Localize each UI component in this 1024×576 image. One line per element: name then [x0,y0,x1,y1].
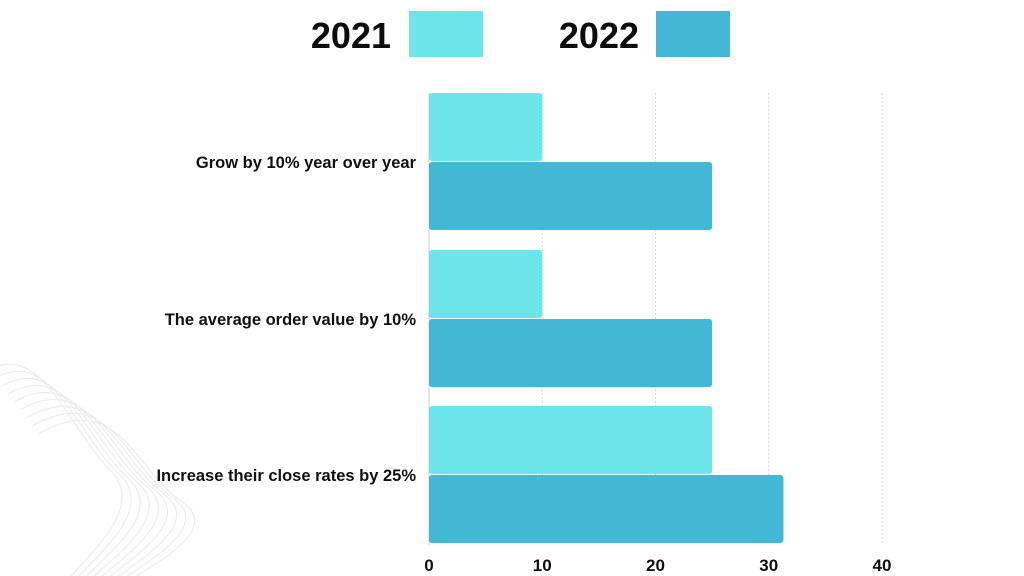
decorative-wave-line [25,406,177,576]
decorative-wave-lines [0,363,196,576]
bar-2022-1 [429,319,713,387]
x-tick-label: 10 [533,556,552,575]
bar-2021-2 [429,406,713,474]
decorative-wave-line [37,419,196,576]
category-labels: Grow by 10% year over year The average or… [156,154,416,485]
decorative-wave-line [31,412,187,576]
category-label: Increase their close rates by 25% [156,467,416,485]
legend-swatch [656,11,730,57]
legend-swatch [409,11,483,57]
x-tick-label: 40 [873,556,892,575]
bar-2021-0 [429,93,543,161]
bar-2021-1 [429,250,543,318]
decorative-wave-line [19,399,168,576]
legend-label: 2021 [311,15,391,56]
x-tick-label: 20 [646,556,665,575]
legend-label: 2022 [559,15,639,56]
legend: 2021 2022 [311,11,730,57]
decorative-wave-line [13,392,159,576]
category-label: The average order value by 10% [165,311,417,329]
x-axis-ticks: 0 10 20 30 40 [424,556,891,575]
x-tick-label: 0 [424,556,433,575]
category-label: Grow by 10% year over year [196,154,417,172]
bar-2022-2 [429,475,784,543]
decorative-wave-line [0,370,132,576]
decorative-wave-line [0,363,123,576]
decorative-wave-line [7,385,150,576]
bars [429,93,784,543]
bar-2022-0 [429,162,713,230]
decorative-wave-line [1,377,141,576]
x-tick-label: 30 [759,556,778,575]
